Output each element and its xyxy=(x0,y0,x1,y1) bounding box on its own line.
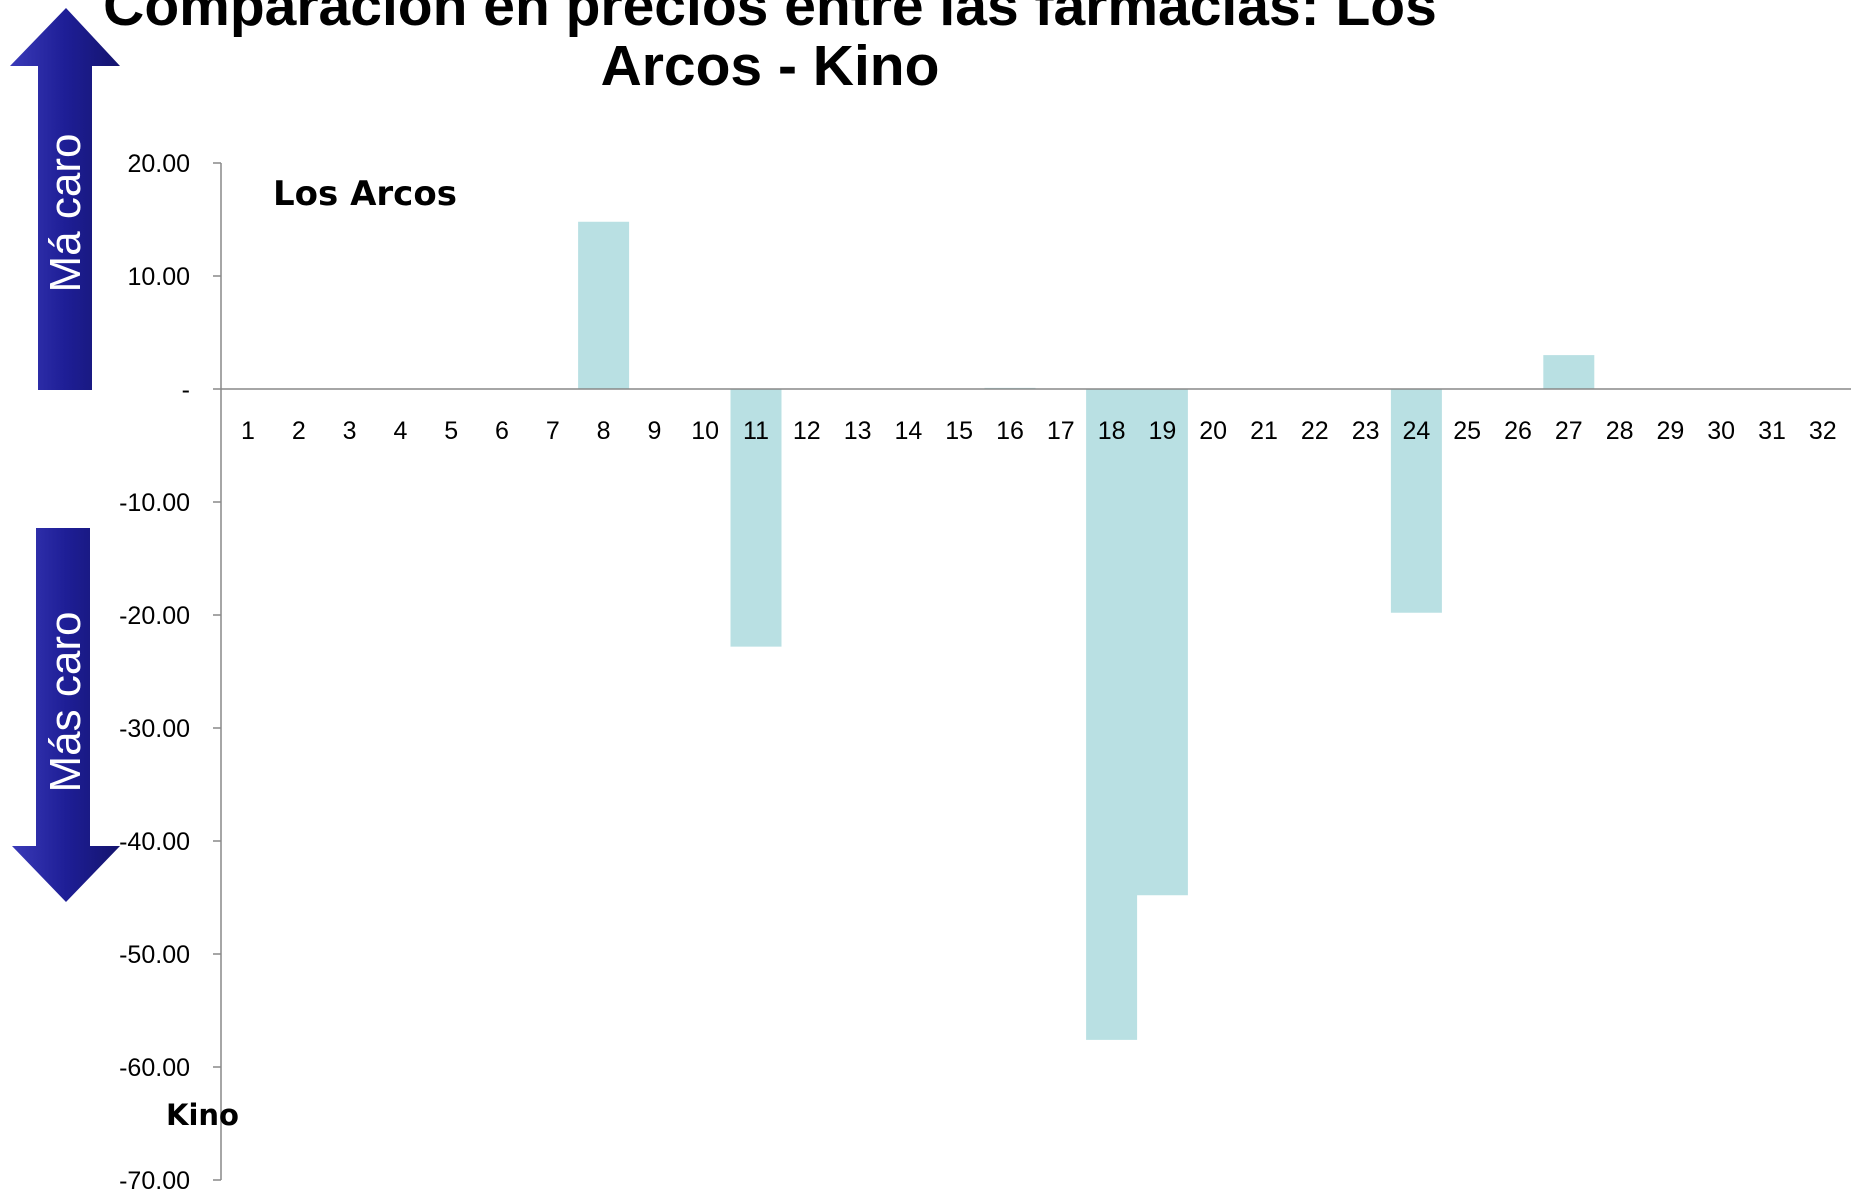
x-tick-label: 26 xyxy=(1504,417,1532,445)
x-tick-label: 8 xyxy=(597,417,611,445)
up-arrow-label: Má caro xyxy=(41,134,90,293)
y-tick-label: 10.00 xyxy=(127,263,190,291)
x-tick-label: 20 xyxy=(1199,417,1227,445)
x-tick-label: 7 xyxy=(546,417,560,445)
x-tick-label: 24 xyxy=(1402,417,1430,445)
x-tick-label: 29 xyxy=(1656,417,1684,445)
x-tick-label: 5 xyxy=(444,417,458,445)
x-tick-label: 16 xyxy=(996,417,1024,445)
y-tick-label: - xyxy=(182,376,190,404)
y-tick-label: -20.00 xyxy=(119,602,190,630)
x-tick-label: 18 xyxy=(1098,417,1126,445)
x-tick-label: 6 xyxy=(495,417,509,445)
x-tick-label: 3 xyxy=(343,417,357,445)
x-tick-label: 12 xyxy=(793,417,821,445)
annotation-kino: Kino xyxy=(166,1098,239,1132)
x-tick-label: 25 xyxy=(1453,417,1481,445)
x-tick-label: 23 xyxy=(1352,417,1380,445)
x-tick-label: 19 xyxy=(1148,417,1176,445)
bar-18 xyxy=(1086,389,1138,1040)
y-tick-label: -70.00 xyxy=(119,1167,190,1195)
x-tick-label: 14 xyxy=(894,417,922,445)
x-tick-label: 17 xyxy=(1047,417,1075,445)
x-tick-label: 2 xyxy=(292,417,306,445)
y-tick-label: -60.00 xyxy=(119,1054,190,1082)
bar-8 xyxy=(578,221,630,389)
down-arrow-icon: Más caro xyxy=(12,528,120,902)
x-tick-label: 22 xyxy=(1301,417,1329,445)
x-tick-label: 15 xyxy=(945,417,973,445)
chart-title-line2: Arcos - Kino xyxy=(600,34,940,98)
down-arrow-label: Más caro xyxy=(41,612,90,793)
arrow-annotations: Má caro Más caro xyxy=(10,8,120,902)
y-tick-label: -30.00 xyxy=(119,715,190,743)
x-tick-label: 32 xyxy=(1809,417,1837,445)
bar-11 xyxy=(730,389,782,647)
bar-24 xyxy=(1390,389,1442,613)
x-tick-label: 10 xyxy=(691,417,719,445)
x-tick-label: 28 xyxy=(1606,417,1634,445)
up-arrow-icon: Má caro xyxy=(10,8,120,390)
chart-title-line1: Comparación en precios entre las farmaci… xyxy=(103,0,1437,38)
y-tick-label: 20.00 xyxy=(127,150,190,178)
x-tick-label: 30 xyxy=(1707,417,1735,445)
x-tick-label: 1 xyxy=(241,417,255,445)
x-tick-label: 9 xyxy=(647,417,661,445)
x-tick-label: 13 xyxy=(844,417,872,445)
annotation-los-arcos: Los Arcos xyxy=(273,174,457,214)
x-tick-label: 27 xyxy=(1555,417,1583,445)
y-tick-label: -50.00 xyxy=(119,941,190,969)
bar-27 xyxy=(1543,355,1595,389)
y-tick-label: -40.00 xyxy=(119,828,190,856)
y-tick-label: -10.00 xyxy=(119,489,190,517)
bar-19 xyxy=(1136,389,1188,896)
x-tick-label: 4 xyxy=(393,417,407,445)
x-tick-label: 11 xyxy=(743,417,769,445)
x-tick-label: 21 xyxy=(1250,417,1278,445)
x-tick-label: 31 xyxy=(1758,417,1786,445)
